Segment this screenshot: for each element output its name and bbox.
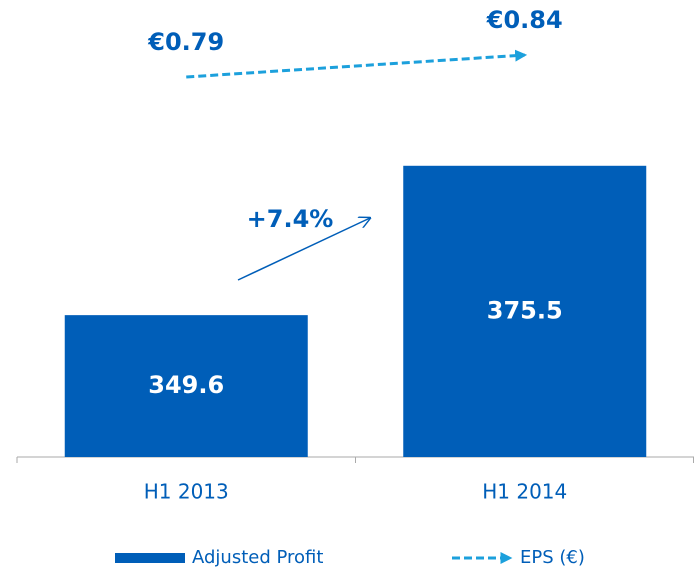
bar (64, 315, 308, 457)
legend-swatch (115, 553, 185, 563)
growth-annotation: +7.4% (247, 205, 334, 233)
growth-arrow (237, 218, 370, 281)
bar (403, 165, 647, 458)
bar-value-label: 349.6 (148, 371, 224, 399)
x-tick-label: H1 2013 (144, 480, 229, 504)
legend-label: EPS (€) (520, 547, 585, 568)
x-tick-label: H1 2014 (482, 480, 567, 504)
eps-line (186, 49, 528, 79)
eps-value-label: €0.79 (147, 28, 224, 56)
eps-value-label: €0.84 (486, 6, 563, 34)
legend-label: Adjusted Profit (192, 547, 323, 568)
bar-value-label: 375.5 (487, 296, 563, 324)
